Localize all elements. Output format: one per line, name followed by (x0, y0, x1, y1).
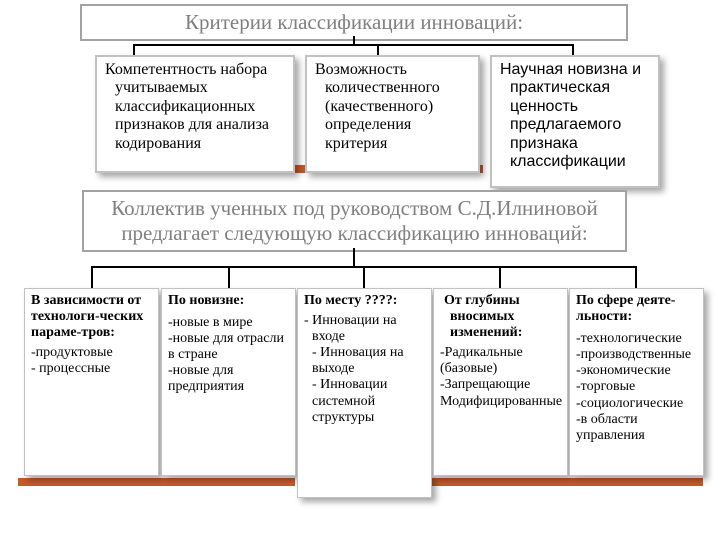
title-collective: Коллектив ученных под руководством С.Д.И… (82, 190, 627, 252)
class-3-head: По месту ????: (304, 293, 427, 309)
class-4-head: От глубины вносимых изменений: (440, 293, 563, 341)
orange-c1 (18, 478, 158, 486)
class-3-items: - Инновации на входе - Инновация на выхо… (304, 313, 427, 426)
orange-c4 (427, 478, 567, 486)
class-5-items: -технологические -производственные -экон… (576, 331, 699, 444)
conn-t1-h (133, 44, 574, 46)
criteria-1-text: Компетентность набора учитываемых класси… (105, 61, 269, 152)
orange-c5 (563, 478, 703, 486)
class-box-3: По месту ????: - Инновации на входе - Ин… (297, 288, 432, 498)
class-5-head: По сфере деяте-льности: (576, 293, 699, 325)
conn-t2-c1 (91, 266, 93, 288)
criteria-box-3: Научная новизна и практическая ценность … (490, 55, 660, 188)
class-box-1: В зависимости от технологи-ческих параме… (24, 288, 159, 476)
class-box-4: От глубины вносимых изменений: -Радикаль… (433, 288, 568, 476)
conn-t2-c3 (363, 266, 365, 288)
conn-t2-c2 (228, 266, 230, 288)
conn-t2-c4 (499, 266, 501, 288)
conn-t2-down (353, 248, 355, 268)
conn-t2-c5 (635, 266, 637, 288)
class-1-head: В зависимости от технологи-ческих параме… (31, 293, 154, 341)
class-box-5: По сфере деяте-льности: -технологические… (569, 288, 704, 476)
class-1-items: -продуктовые - процессные (31, 345, 154, 377)
criteria-2-text: Возможность количественного (качественно… (315, 61, 440, 152)
orange-c2 (155, 478, 295, 486)
class-4-items: -Радикальные (базовые) -Запрещающие Моди… (440, 345, 563, 409)
title-criteria-text: Критерии классификации инноваций: (185, 10, 523, 34)
criteria-3-text: Научная новизна и практическая ценность … (500, 61, 641, 170)
class-2-items: -новые в мире -новые для отрасли в стран… (168, 315, 291, 395)
criteria-box-2: Возможность количественного (качественно… (305, 55, 480, 173)
criteria-box-1: Компетентность набора учитываемых класси… (95, 55, 295, 173)
title-collective-text: Коллектив ученных под руководством С.Д.И… (111, 196, 598, 245)
class-box-2: По новизне: -новые в мире -новые для отр… (161, 288, 296, 476)
class-2-head: По новизне: (168, 293, 291, 309)
